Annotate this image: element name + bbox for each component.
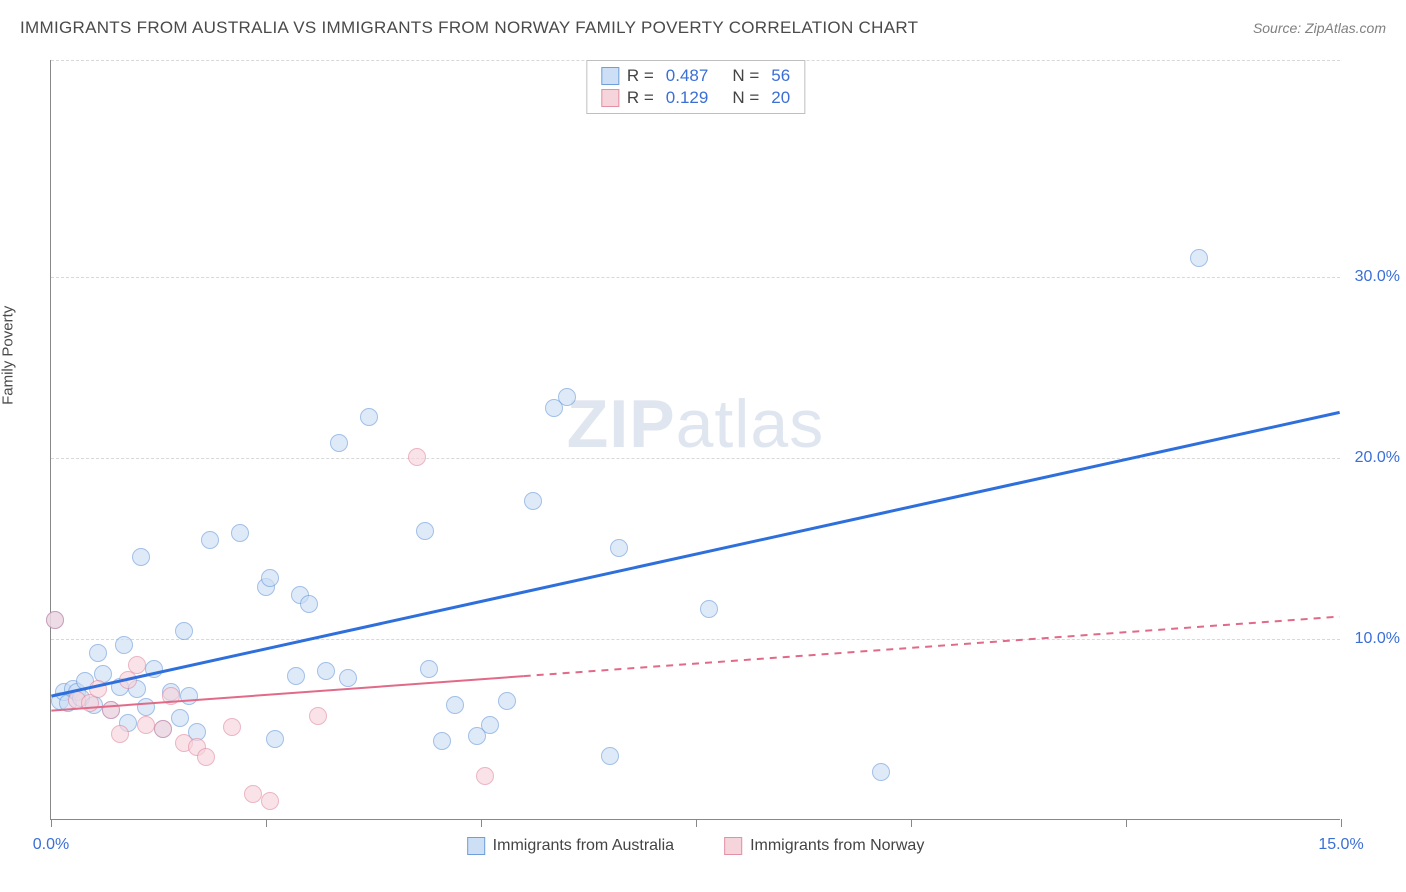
data-point (171, 709, 189, 727)
data-point (261, 569, 279, 587)
data-point (111, 725, 129, 743)
chart-title: IMMIGRANTS FROM AUSTRALIA VS IMMIGRANTS … (20, 18, 918, 38)
data-point (433, 732, 451, 750)
n-value: 20 (771, 88, 790, 108)
data-point (132, 548, 150, 566)
data-point (197, 748, 215, 766)
data-point (872, 763, 890, 781)
x-tick (1126, 819, 1127, 827)
y-tick-label: 10.0% (1355, 630, 1400, 648)
r-label: R = (627, 88, 654, 108)
data-point (287, 667, 305, 685)
data-point (46, 611, 64, 629)
y-tick-label: 20.0% (1355, 449, 1400, 467)
legend-item: Immigrants from Australia (467, 837, 674, 855)
data-point (408, 448, 426, 466)
legend-row: R = 0.129 N = 20 (601, 87, 790, 109)
n-value: 56 (771, 66, 790, 86)
data-point (89, 644, 107, 662)
trend-lines (51, 60, 1340, 819)
r-label: R = (627, 66, 654, 86)
legend-swatch (601, 67, 619, 85)
data-point (180, 687, 198, 705)
correlation-legend: R = 0.487 N = 56 R = 0.129 N = 20 (586, 60, 805, 114)
series-legend: Immigrants from Australia Immigrants from… (467, 837, 925, 855)
r-value: 0.487 (666, 66, 709, 86)
x-tick-label: 15.0% (1318, 836, 1363, 854)
x-tick (696, 819, 697, 827)
data-point (266, 730, 284, 748)
data-point (115, 636, 133, 654)
n-label: N = (732, 66, 759, 86)
data-point (128, 656, 146, 674)
data-point (102, 701, 120, 719)
data-point (317, 662, 335, 680)
data-point (558, 388, 576, 406)
gridline (51, 458, 1340, 459)
data-point (420, 660, 438, 678)
data-point (416, 522, 434, 540)
legend-item: Immigrants from Norway (724, 837, 924, 855)
data-point (231, 524, 249, 542)
data-point (610, 539, 628, 557)
data-point (498, 692, 516, 710)
data-point (89, 680, 107, 698)
data-point (446, 696, 464, 714)
data-point (524, 492, 542, 510)
series-name: Immigrants from Australia (493, 837, 674, 855)
legend-swatch (724, 837, 742, 855)
legend-row: R = 0.487 N = 56 (601, 65, 790, 87)
data-point (261, 792, 279, 810)
data-point (137, 698, 155, 716)
data-point (137, 716, 155, 734)
x-tick-label: 0.0% (33, 836, 69, 854)
data-point (201, 531, 219, 549)
data-point (339, 669, 357, 687)
data-point (476, 767, 494, 785)
y-axis-label: Family Poverty (0, 306, 17, 405)
data-point (175, 622, 193, 640)
x-tick (911, 819, 912, 827)
data-point (145, 660, 163, 678)
data-point (1190, 249, 1208, 267)
data-point (481, 716, 499, 734)
watermark: ZIPatlas (567, 385, 824, 463)
y-tick-label: 30.0% (1355, 268, 1400, 286)
n-label: N = (732, 88, 759, 108)
data-point (330, 434, 348, 452)
scatter-plot: ZIPatlas R =0.487N =56R =0.129N =20 Immi… (50, 60, 1340, 820)
data-point (223, 718, 241, 736)
legend-swatch (467, 837, 485, 855)
gridline (51, 639, 1340, 640)
data-point (360, 408, 378, 426)
x-tick (266, 819, 267, 827)
x-tick (1341, 819, 1342, 827)
data-point (700, 600, 718, 618)
x-tick (51, 819, 52, 827)
x-tick (481, 819, 482, 827)
gridline (51, 277, 1340, 278)
legend-swatch (601, 89, 619, 107)
source-attribution: Source: ZipAtlas.com (1253, 20, 1386, 36)
data-point (601, 747, 619, 765)
data-point (162, 687, 180, 705)
data-point (244, 785, 262, 803)
r-value: 0.129 (666, 88, 709, 108)
series-name: Immigrants from Norway (750, 837, 924, 855)
data-point (154, 720, 172, 738)
data-point (300, 595, 318, 613)
data-point (309, 707, 327, 725)
